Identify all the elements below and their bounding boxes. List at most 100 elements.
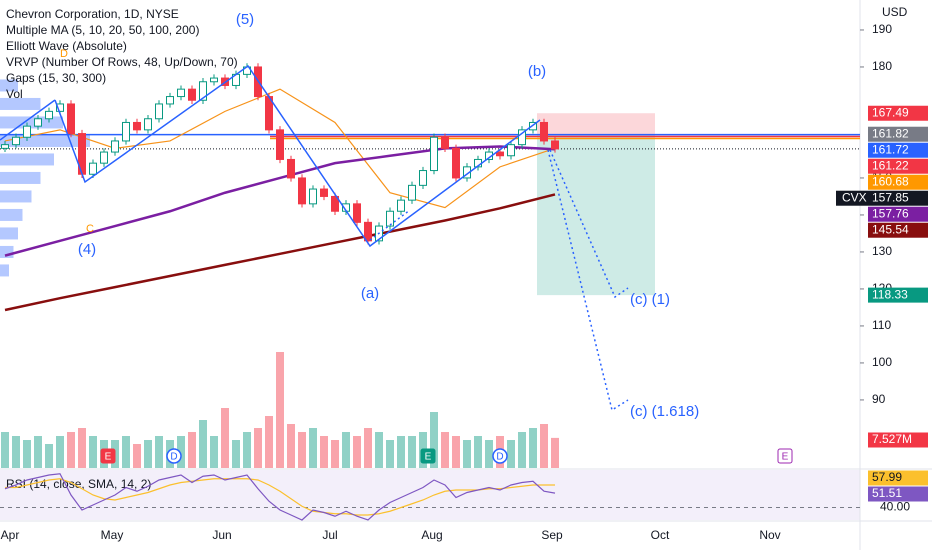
volume-bar [199,420,207,468]
volume-bar [298,432,306,468]
price-label-bg [868,126,928,142]
wave-line [54,64,541,248]
price-label-bg [868,190,928,206]
symbol: CVX [842,190,867,204]
candle-body [34,118,42,127]
reward-zone [537,134,655,296]
x-tick-label: Nov [759,528,780,542]
candle-body [166,96,174,105]
candle-body [551,140,559,150]
moving-average [4,193,556,312]
volume-bar [540,424,548,468]
volume-bar [386,440,394,468]
value-label-bg [868,486,928,502]
price-label-bg [868,206,928,222]
x-tick-label: Jun [212,528,231,542]
event-icon [492,448,508,464]
price-label: 167.49 [872,105,909,119]
price-label: 161.82 [872,126,909,140]
candle-body [540,121,548,142]
profile-bar [0,97,41,110]
volume-bar [408,436,416,468]
y-tick-label: 180 [872,59,892,73]
candle-body [441,136,449,149]
candle-body [518,129,526,146]
profile-bar [0,116,63,129]
candle-body [89,162,97,175]
projection-line [549,149,629,299]
candle-body [133,121,141,131]
rsi-title: RSI (14, close, SMA, 14, 2) [6,477,151,491]
rsi-pane [0,470,860,520]
wave-line [0,99,56,141]
candle-body [309,188,317,205]
candle-body [177,88,185,98]
volume-bar [529,428,537,468]
candle-body [1,144,9,149]
volume-bar [518,432,526,468]
candle-body [397,199,405,212]
event-label: E [425,452,432,463]
event-icon [166,448,182,464]
price-label: 145.54 [872,222,909,236]
profile-bar [0,79,18,92]
volume-bar [309,428,317,468]
indicator: Multiple MA (5, 10, 20, 50, 100, 200) [6,23,199,37]
rsi-tick-label: 40.00 [880,500,910,514]
volume-bar [353,436,361,468]
candle-body [529,121,537,131]
volume-bar [177,436,185,468]
volume-bar [507,440,515,468]
price-label: 161.22 [872,158,909,172]
volume-bar [23,440,31,468]
volume-bar [67,432,75,468]
profile-bar [0,227,18,240]
candle-body [353,203,361,223]
value-label-bg [868,470,928,486]
projection-line [547,149,629,412]
candle-body [12,136,20,146]
volume-bar [287,424,295,468]
event-icon [420,448,436,464]
wave-label: (5) [236,11,254,28]
candle-body [111,140,119,153]
wave-label: D [60,48,68,60]
candle-body [23,125,31,138]
event-icon [777,448,793,464]
volume-bar [188,432,196,468]
price-label: 157.85 [872,190,909,204]
indicator: Elliott Wave (Absolute) [6,39,127,53]
currency: USD [882,5,908,19]
profile-bar [0,153,54,166]
volume-bar [12,436,20,468]
rsi-signal [5,478,556,516]
volume-bar [232,440,240,468]
price-label-bg [868,287,928,303]
candle-body [430,136,438,172]
symbol-bg [836,190,868,206]
volume-bar [375,432,383,468]
profile-bar [0,171,41,184]
volume-bar [122,436,130,468]
volume-bar [474,436,482,468]
projection-line [369,209,411,241]
candle-body [67,103,75,135]
volume-bar [221,408,229,468]
candle-body [199,81,207,101]
moving-average [4,88,556,209]
event-label: D [496,452,503,463]
event-label: D [170,452,177,463]
wave-label: (c) (1) [630,291,670,308]
candle-body [320,188,328,197]
wave-label: (b) [528,63,546,80]
volume-bar [551,437,559,468]
wave-label: C [86,223,94,235]
y-tick-label: 110 [872,318,891,332]
candle-body [155,103,163,120]
profile-bar [0,264,9,277]
y-tick-label: 130 [872,244,892,258]
wave-label: (a) [361,285,379,302]
price-label-bg [868,105,928,121]
x-tick-label: Jul [322,528,337,542]
